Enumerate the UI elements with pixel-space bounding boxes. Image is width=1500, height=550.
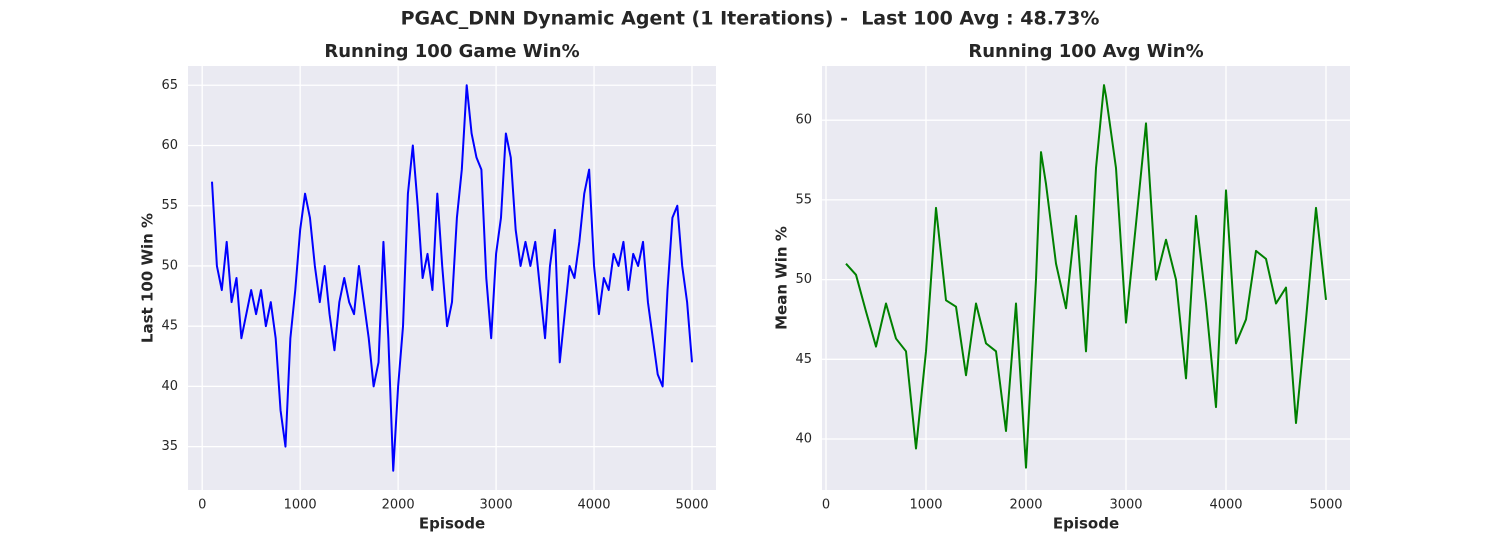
y-tick-label: 60	[795, 113, 812, 128]
x-tick-label: 3000	[1109, 498, 1142, 513]
x-tick-label: 1000	[909, 498, 942, 513]
x-tick-label: 2000	[1009, 498, 1042, 513]
figure-title: PGAC_DNN Dynamic Agent (1 Iterations) - …	[401, 8, 1100, 30]
y-tick-label: 60	[161, 138, 178, 153]
y-tick-label: 55	[795, 192, 812, 207]
x-tick-label: 3000	[480, 498, 513, 513]
subplot-title: Running 100 Avg Win%	[968, 41, 1203, 62]
y-tick-label: 40	[795, 431, 812, 446]
x-tick-label: 0	[198, 498, 206, 513]
y-tick-label: 45	[161, 319, 178, 334]
y-axis-label: Last 100 Win %	[139, 213, 157, 343]
y-tick-label: 50	[161, 258, 178, 273]
y-tick-label: 65	[161, 78, 178, 93]
subplot-title: Running 100 Game Win%	[324, 41, 579, 62]
x-tick-label: 2000	[382, 498, 415, 513]
y-tick-label: 40	[161, 379, 178, 394]
x-tick-label: 5000	[1309, 498, 1342, 513]
y-axis-label: Mean Win %	[773, 226, 791, 330]
data-line	[845, 84, 1327, 469]
plot-area	[188, 66, 716, 490]
x-tick-label: 4000	[577, 498, 610, 513]
x-tick-label: 1000	[284, 498, 317, 513]
y-tick-label: 35	[161, 439, 178, 454]
x-tick-label: 4000	[1209, 498, 1242, 513]
x-tick-label: 5000	[675, 498, 708, 513]
y-tick-label: 50	[795, 272, 812, 287]
plot-area	[822, 66, 1350, 490]
x-tick-label: 0	[822, 498, 830, 513]
x-axis-label: Episode	[1053, 515, 1119, 533]
x-axis-label: Episode	[419, 515, 485, 533]
y-tick-label: 45	[795, 352, 812, 367]
y-tick-label: 55	[161, 198, 178, 213]
data-line	[211, 84, 693, 472]
